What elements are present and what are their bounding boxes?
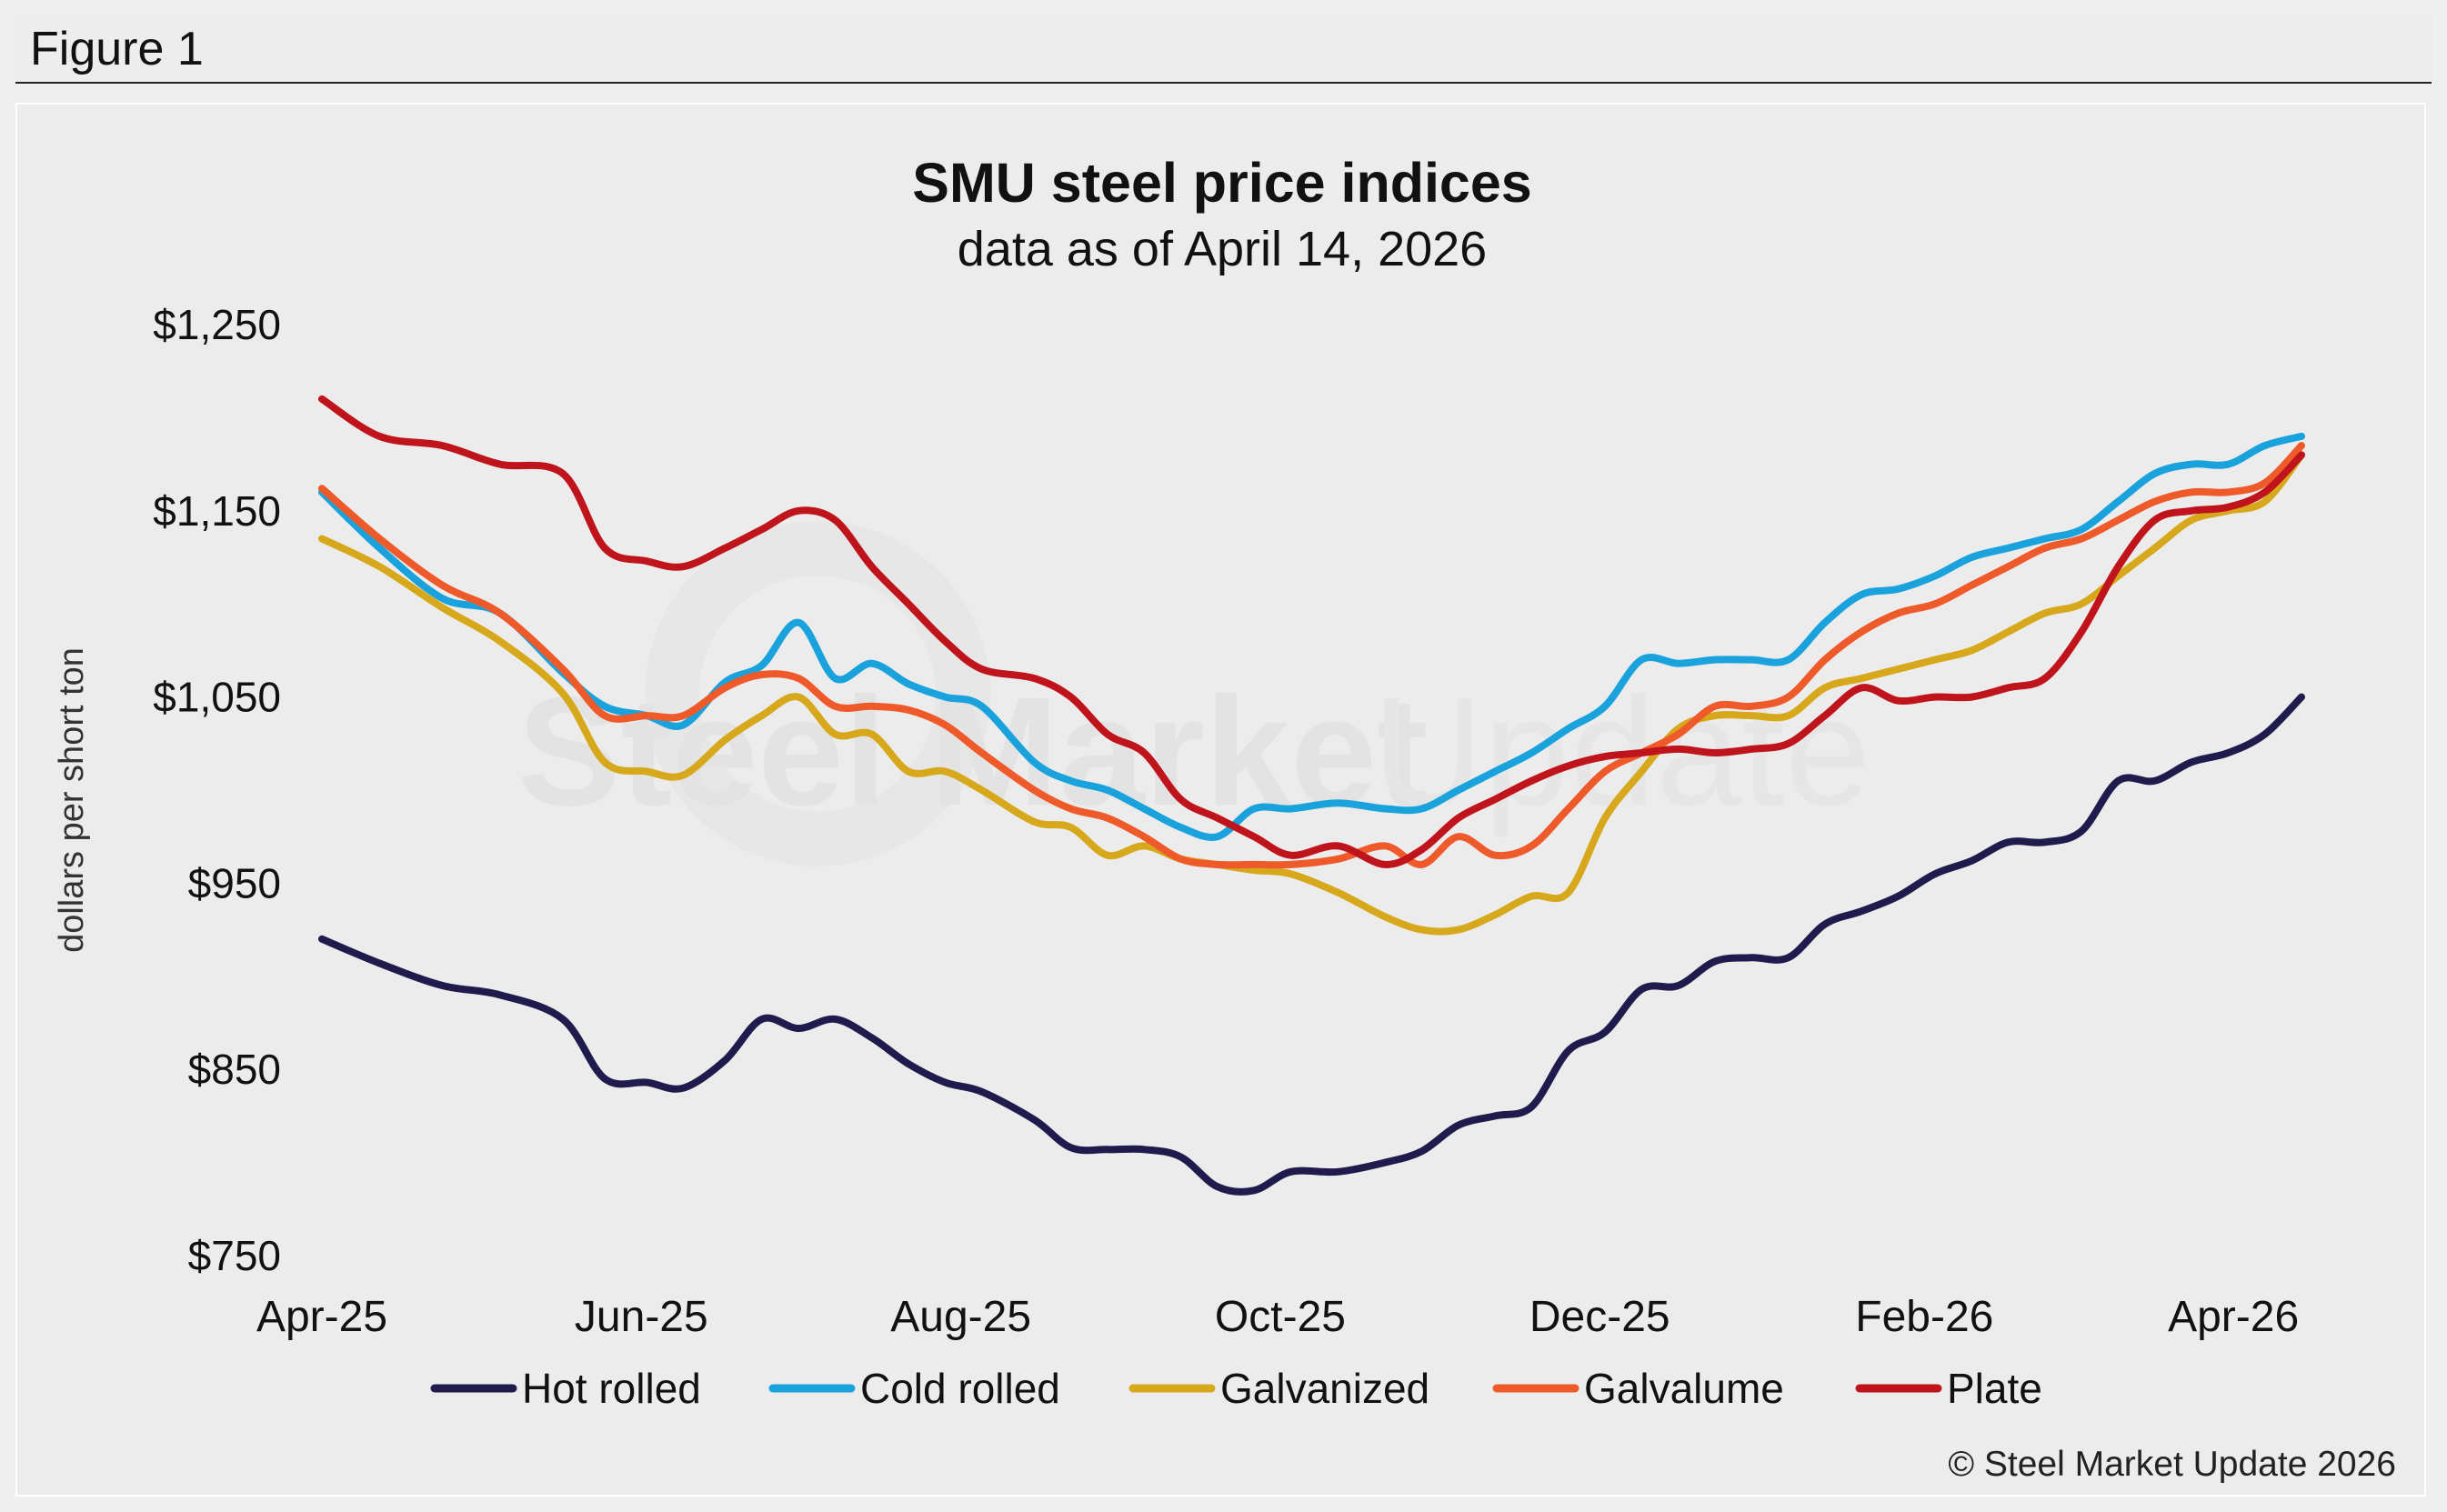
x-tick-label: Apr-25 bbox=[256, 1293, 387, 1341]
figure-header: Figure 1 bbox=[15, 13, 2432, 84]
copyright-notice: © Steel Market Update 2026 bbox=[1948, 1445, 2396, 1484]
series-line-galvanized bbox=[318, 451, 2305, 936]
x-tick-label: Jun-25 bbox=[575, 1293, 708, 1341]
y-axis-ticks: $1,250 $1,150 $1,050 $950 $850 $750 bbox=[153, 301, 281, 1279]
x-tick-label: Feb-26 bbox=[1855, 1293, 1993, 1341]
series-line-galvalume bbox=[318, 442, 2305, 869]
chart-title: SMU steel price indices bbox=[912, 152, 1531, 214]
series-line-hot-rolled bbox=[318, 693, 2305, 1196]
x-axis-ticks: Apr-25 Jun-25 Aug-25 Oct-25 Dec-25 Feb-26 Apr-… bbox=[256, 1293, 2299, 1341]
series-lines bbox=[318, 395, 2305, 1196]
legend-label-plate: Plate bbox=[1947, 1365, 2042, 1412]
y-tick-label: $1,050 bbox=[153, 674, 281, 721]
y-tick-label: $750 bbox=[188, 1232, 281, 1279]
x-tick-label: Dec-25 bbox=[1529, 1293, 1670, 1341]
legend: Hot rolled Cold rolled Galvanized Galvalume… bbox=[430, 1365, 2042, 1412]
x-tick-label: Oct-25 bbox=[1215, 1293, 1346, 1341]
watermark-word-1: Steel Market bbox=[517, 666, 1429, 838]
series-line-plate bbox=[318, 395, 2305, 868]
figure-label: Figure 1 bbox=[30, 23, 204, 75]
y-axis-label: dollars per short ton bbox=[53, 647, 91, 953]
line-chart: Steel Market Update SMU steel price indi… bbox=[53, 152, 2396, 1484]
legend-label-cold-rolled: Cold rolled bbox=[860, 1365, 1060, 1412]
chart-frame: Steel Market Update SMU steel price indi… bbox=[15, 103, 2426, 1497]
y-tick-label: $1,250 bbox=[153, 301, 281, 348]
chart-subtitle: data as of April 14, 2026 bbox=[958, 222, 1487, 276]
legend-label-galvanized: Galvanized bbox=[1220, 1365, 1429, 1412]
y-tick-label: $850 bbox=[188, 1046, 281, 1093]
legend-label-hot-rolled: Hot rolled bbox=[522, 1365, 701, 1412]
legend-label-galvalume: Galvalume bbox=[1584, 1365, 1784, 1412]
y-tick-label: $950 bbox=[188, 859, 281, 906]
x-tick-label: Aug-25 bbox=[890, 1293, 1031, 1341]
y-tick-label: $1,150 bbox=[153, 487, 281, 535]
x-tick-label: Apr-26 bbox=[2168, 1293, 2299, 1341]
